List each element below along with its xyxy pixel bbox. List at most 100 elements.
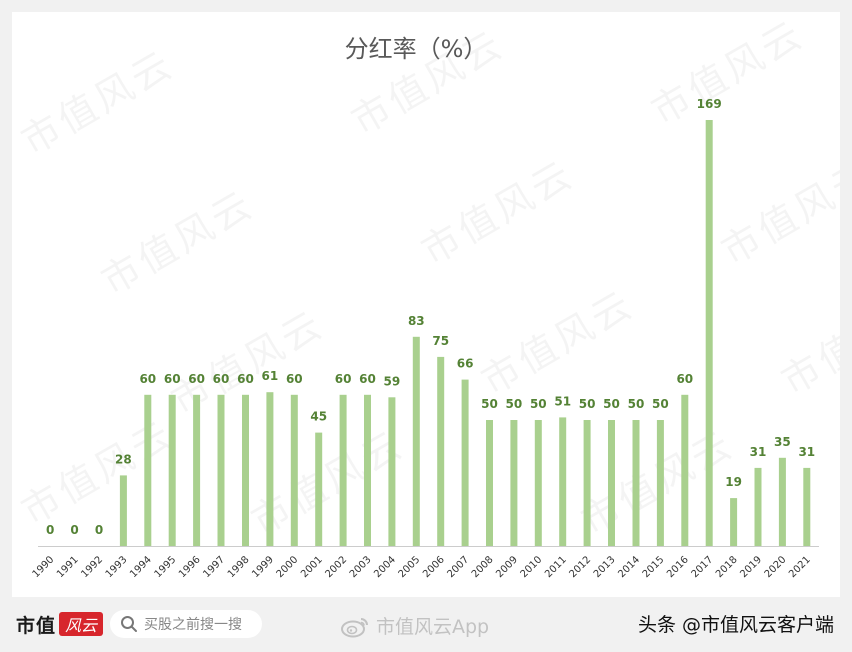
bar-1997 [217,394,225,546]
bar-2020 [778,457,786,546]
bar-1993 [119,475,127,546]
x-tick-label-2013: 2013 [592,554,618,580]
x-tick-label-2008: 2008 [470,554,496,580]
bar-2008 [486,420,493,546]
data-label-1992: 0 [95,523,103,537]
data-label-1998: 60 [237,372,254,386]
x-tick-label-1996: 1996 [177,554,203,580]
data-label-1995: 60 [164,372,181,386]
bar-2001 [315,432,323,546]
data-label-2009: 50 [506,397,523,411]
data-label-1994: 60 [139,372,156,386]
data-label-2008: 50 [481,397,498,411]
bar-2021 [803,467,811,546]
bar-1996 [193,394,201,546]
bar-2017 [705,120,713,546]
data-label-2005: 83 [408,314,425,328]
x-tick-label-1993: 1993 [104,554,130,580]
chart-panel: 市值风云市值风云市值风云市值风云市值风云市值风云市值风云市值风云市值风云市值风云… [12,12,840,597]
x-tick-label-1990: 1990 [31,554,57,580]
x-tick-label-2009: 2009 [494,554,520,580]
weibo-watermark: 市值风云App [340,612,489,639]
data-label-2015: 50 [652,397,669,411]
x-tick-label-2019: 2019 [738,554,764,580]
bars-group [119,120,811,546]
footer-bar: 市值 风云 买股之前搜一搜 市值风云App 头条 @市值风云客户端 [0,597,852,652]
data-label-2013: 50 [603,397,620,411]
bar-1994 [144,394,152,546]
search-icon [121,616,137,632]
bar-1999 [266,392,274,546]
dividend-ratio-chart: 分红率（%） 0 0 0 28 60 60 60 60 60 61 60 45 60 60 59 83 75 66… [31,35,819,580]
x-tick-label-1997: 1997 [201,554,227,580]
chart-title: 分红率（%） [345,35,488,63]
x-tick-label-2002: 2002 [323,554,349,580]
bar-1998 [242,394,249,546]
x-tick-label-2012: 2012 [567,554,593,580]
bar-2007 [461,379,469,546]
x-tick-label-1999: 1999 [250,554,276,580]
x-tick-label-2015: 2015 [641,554,667,580]
data-label-2012: 50 [579,397,596,411]
bar-2009 [510,420,518,546]
bar-1995 [168,394,176,546]
data-label-1991: 0 [70,523,78,537]
data-label-1990: 0 [46,523,54,537]
x-tick-label-1998: 1998 [226,554,252,580]
x-tick-label-2007: 2007 [445,554,471,580]
data-label-2001: 45 [310,410,327,424]
data-label-2016: 60 [676,372,693,386]
data-label-2021: 31 [798,445,815,459]
x-tick-label-2020: 2020 [763,554,789,580]
weibo-icon [341,617,368,637]
x-tick-label-2003: 2003 [348,554,374,580]
search-placeholder: 买股之前搜一搜 [144,617,242,633]
source-credit: 头条 @市值风云客户端 [637,614,834,636]
x-tick-label-1994: 1994 [128,554,154,580]
data-label-1996: 60 [188,372,205,386]
bar-2002 [339,394,347,546]
x-tick-label-2011: 2011 [543,554,569,580]
x-tick-label-1995: 1995 [153,554,179,580]
x-tick-label-2016: 2016 [665,554,691,580]
bar-2015 [656,420,664,546]
bar-2005 [412,336,420,546]
data-labels-group: 0 0 0 28 60 60 60 60 60 61 60 45 60 60 59 83 75 66 50 50 50 5… [46,97,815,537]
data-label-2011: 51 [554,394,571,408]
x-tick-label-2000: 2000 [275,554,301,580]
data-label-2004: 59 [384,374,401,388]
bar-2012 [583,420,591,546]
bar-2006 [437,356,445,546]
bar-2011 [559,417,567,546]
bar-2000 [290,394,298,546]
data-label-2019: 31 [750,445,767,459]
bar-2019 [754,467,762,546]
x-tick-labels-group: 1990199119921993199419951996199719981999… [31,554,813,580]
bar-2018 [730,498,738,546]
x-tick-label-2014: 2014 [616,554,642,580]
bar-2014 [632,420,640,546]
data-label-2003: 60 [359,372,376,386]
x-tick-label-2001: 2001 [299,554,325,580]
x-tick-label-2005: 2005 [397,554,423,580]
bar-2013 [608,420,615,546]
x-tick-label-2006: 2006 [421,554,447,580]
x-tick-label-2017: 2017 [690,554,716,580]
data-label-1999: 61 [262,369,279,383]
brand-text: 市值 [16,614,57,637]
data-label-2002: 60 [335,372,352,386]
data-label-2000: 60 [286,372,303,386]
bar-2003 [364,394,371,546]
x-tick-label-2004: 2004 [372,554,398,580]
data-label-2010: 50 [530,397,547,411]
search-box[interactable]: 买股之前搜一搜 [110,610,262,638]
bar-2004 [388,397,396,546]
x-tick-label-2018: 2018 [714,554,740,580]
brand-logo[interactable]: 市值 风云 [16,611,104,637]
data-label-2006: 75 [432,334,449,348]
x-tick-label-1992: 1992 [79,554,105,580]
data-label-1993: 28 [115,452,132,466]
brand-seal: 风云 [59,612,104,636]
bar-2016 [681,394,689,546]
x-tick-label-2010: 2010 [519,554,545,580]
